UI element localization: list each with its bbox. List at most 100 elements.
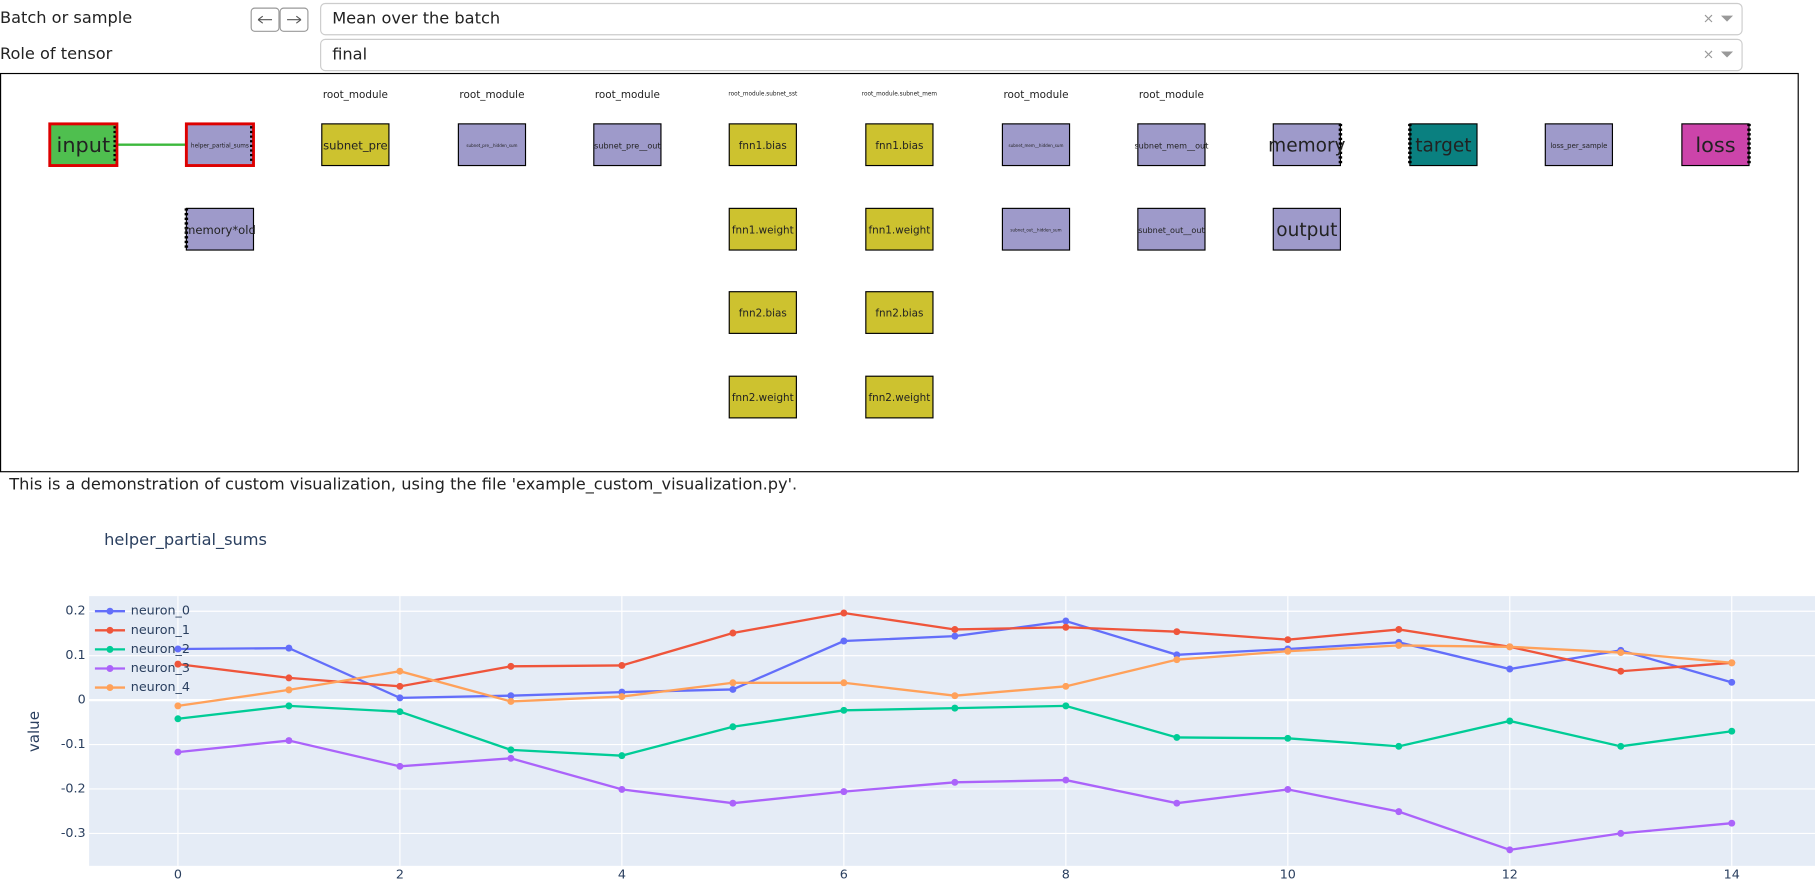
data-point xyxy=(507,697,515,705)
node-label: subnet_pre__hidden_sum xyxy=(466,143,517,148)
data-point xyxy=(1173,651,1181,659)
data-point xyxy=(618,785,626,793)
chart: helper_partial_sums value -0.3 -0.2 -0.1 0 0… xyxy=(25,530,1815,883)
batch-select[interactable] xyxy=(320,2,1743,36)
graph-node[interactable] xyxy=(728,123,797,167)
data-point xyxy=(729,685,737,693)
node-label: fnn2.bias xyxy=(739,308,787,320)
data-point xyxy=(1062,617,1070,625)
data-point xyxy=(951,704,959,712)
node-label: memory*old xyxy=(184,223,256,237)
data-point xyxy=(1173,799,1181,807)
x-tick-label: 14 xyxy=(1724,868,1740,883)
data-point xyxy=(729,799,737,807)
y-tick-label: -0.1 xyxy=(61,737,86,752)
data-point xyxy=(396,694,404,702)
graph-node[interactable] xyxy=(1544,123,1614,167)
legend-marker xyxy=(106,684,114,692)
y-tick-label: -0.2 xyxy=(61,781,86,796)
legend-label: neuron_1 xyxy=(131,623,190,638)
graph-node[interactable] xyxy=(1001,123,1071,167)
node-label: input xyxy=(57,133,111,157)
node-label: fnn1.weight xyxy=(868,224,930,236)
data-point xyxy=(1506,643,1514,651)
graph-node[interactable] xyxy=(865,291,934,334)
data-point xyxy=(174,660,182,668)
data-point xyxy=(1284,647,1292,655)
graph-node[interactable] xyxy=(1272,207,1341,251)
data-point xyxy=(1728,678,1736,686)
data-point xyxy=(1617,649,1625,657)
graph-node[interactable] xyxy=(184,122,255,167)
data-point xyxy=(1506,717,1514,725)
graph-node[interactable] xyxy=(1272,123,1341,167)
data-point xyxy=(174,645,182,653)
graph-node[interactable] xyxy=(593,123,662,167)
y-tick-label: -0.3 xyxy=(61,826,86,841)
graph-node[interactable] xyxy=(1001,207,1071,251)
group-label: root_module xyxy=(459,89,524,101)
data-point xyxy=(1617,829,1625,837)
x-tick-label: 4 xyxy=(618,868,626,883)
select-icons xyxy=(1704,14,1734,23)
node-label: fnn1.bias xyxy=(875,140,923,152)
description: This is a demonstration of custom visual… xyxy=(8,475,797,495)
graph-node[interactable] xyxy=(321,123,390,167)
group-label: root_module.subnet_sst xyxy=(728,91,798,97)
role-select[interactable] xyxy=(320,38,1743,72)
node-label: fnn2.weight xyxy=(732,392,794,404)
plot-area xyxy=(89,596,1815,866)
x-tick-label: 2 xyxy=(396,868,404,883)
graph-node[interactable] xyxy=(1409,123,1478,167)
graph-node[interactable] xyxy=(728,291,797,334)
x-tick-label: 12 xyxy=(1502,868,1518,883)
graph-node[interactable] xyxy=(1681,123,1750,167)
graph-node[interactable] xyxy=(865,207,934,251)
data-point xyxy=(285,702,293,710)
data-point xyxy=(1284,734,1292,742)
legend-marker xyxy=(106,607,114,615)
data-point xyxy=(1395,641,1403,649)
group-label: root_module xyxy=(1139,89,1204,101)
data-point xyxy=(396,667,404,675)
graph-node[interactable] xyxy=(457,123,527,167)
node-label: subnet_mem__hidden_sum xyxy=(1009,143,1064,148)
graph-node[interactable] xyxy=(865,123,934,167)
data-point xyxy=(1617,742,1625,750)
data-point xyxy=(1062,682,1070,690)
data-point xyxy=(396,762,404,770)
data-point xyxy=(174,748,182,756)
data-point xyxy=(840,706,848,714)
data-point xyxy=(1395,742,1403,750)
legend-marker xyxy=(106,645,114,653)
group-label: root_module.subnet_mem xyxy=(862,91,938,97)
data-point xyxy=(1284,636,1292,644)
data-point xyxy=(729,679,737,687)
node-label: subnet_pre__out xyxy=(594,140,660,150)
data-point xyxy=(1395,808,1403,816)
data-point xyxy=(1728,659,1736,667)
legend-label: neuron_3 xyxy=(131,661,190,676)
data-point xyxy=(618,693,626,701)
graph-node[interactable] xyxy=(728,375,797,419)
graph-node[interactable] xyxy=(1137,123,1206,167)
node-label: loss xyxy=(1695,133,1735,157)
node-label: target xyxy=(1415,135,1471,156)
data-point xyxy=(507,662,515,670)
data-point xyxy=(618,752,626,760)
node-label: fnn1.bias xyxy=(739,140,787,152)
data-point xyxy=(285,737,293,745)
graph-node[interactable] xyxy=(48,122,119,167)
graph-node[interactable] xyxy=(865,375,934,419)
legend-label: neuron_4 xyxy=(131,680,190,695)
data-point xyxy=(951,692,959,700)
legend-marker xyxy=(106,626,114,634)
group-label: root_module xyxy=(1003,89,1068,101)
data-point xyxy=(729,723,737,731)
graph-node[interactable] xyxy=(1137,207,1206,251)
legend-label: neuron_0 xyxy=(131,604,190,619)
data-point xyxy=(618,661,626,669)
graph-node[interactable] xyxy=(728,207,797,251)
x-tick-label: 8 xyxy=(1062,868,1070,883)
data-point xyxy=(840,679,848,687)
